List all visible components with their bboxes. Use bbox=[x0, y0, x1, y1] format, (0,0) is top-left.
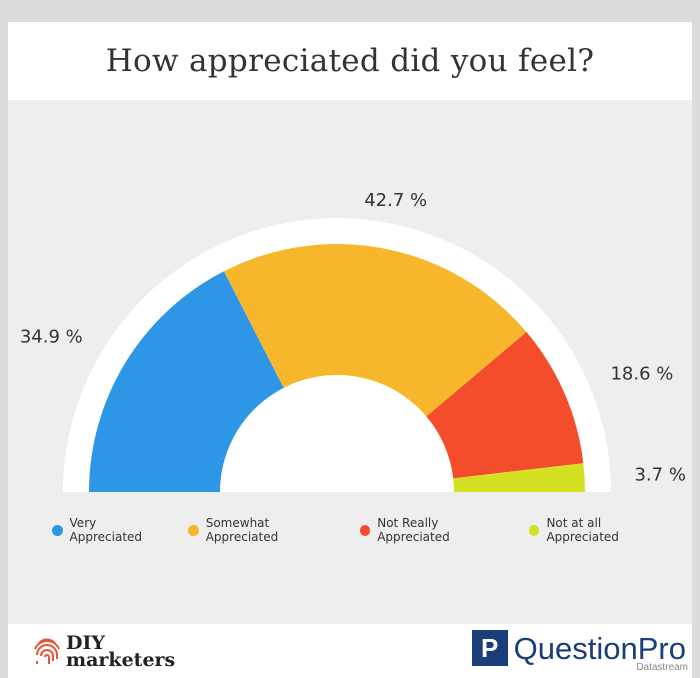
data-label-2: 42.7 % bbox=[364, 190, 427, 211]
chart-title: How appreciated did you feel? bbox=[105, 43, 595, 79]
legend: Very Appreciated Somewhat Appreciated Not … bbox=[52, 516, 692, 544]
legend-item: Somewhat Appreciated bbox=[188, 516, 340, 544]
legend-swatch bbox=[188, 524, 199, 536]
footer: DIY marketers P QuestionPro Datastream bbox=[8, 624, 692, 678]
legend-swatch bbox=[528, 524, 540, 536]
legend-swatch bbox=[359, 524, 371, 536]
legend-item: Not at all Appreciated bbox=[528, 516, 672, 544]
questionpro-logo: P QuestionPro bbox=[471, 630, 686, 666]
data-label-4: 3.7 % bbox=[634, 465, 685, 486]
inner-hole bbox=[220, 375, 454, 492]
semi-donut-chart: 34.9 % 42.7 % 18.6 % 3.7 % bbox=[20, 190, 686, 492]
slice-somewhat-appreciated bbox=[223, 243, 527, 492]
questionpro-subtitle: Datastream bbox=[636, 662, 688, 673]
chart-panel: 34.9 % 42.7 % 18.6 % 3.7 % Very Appreciated… bbox=[8, 100, 692, 624]
legend-label: Not at all Appreciated bbox=[546, 516, 619, 544]
data-label-1: 34.9 % bbox=[20, 327, 83, 348]
data-label-3: 18.6 % bbox=[610, 364, 673, 385]
fingerprint-icon bbox=[34, 638, 60, 664]
diy-logo-top: DIY bbox=[66, 632, 105, 654]
title-bar: How appreciated did you feel? bbox=[8, 22, 692, 100]
legend-item: Not Really Appreciated bbox=[359, 516, 509, 544]
legend-swatch bbox=[52, 524, 63, 536]
legend-label: Not Really Appreciated bbox=[377, 516, 450, 544]
diy-marketers-logo: DIY marketers bbox=[32, 634, 175, 670]
questionpro-wordmark: QuestionPro bbox=[513, 630, 686, 666]
legend-item: Very Appreciated bbox=[52, 516, 168, 544]
diy-logo-bottom: marketers bbox=[66, 649, 176, 671]
questionpro-mark-icon: P bbox=[471, 630, 508, 666]
legend-label: Very Appreciated bbox=[69, 516, 143, 544]
legend-label: Somewhat Appreciated bbox=[205, 516, 279, 544]
